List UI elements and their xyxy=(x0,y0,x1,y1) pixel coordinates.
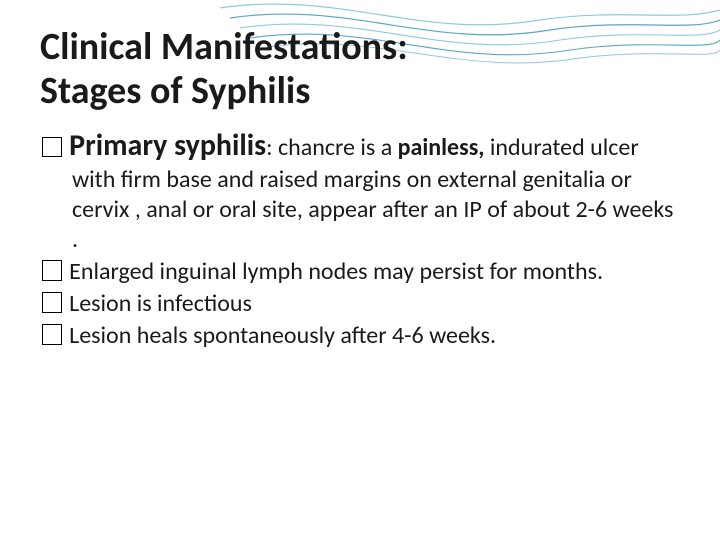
slide-container: Clinical Manifestations: Stages of Syphi… xyxy=(0,0,720,540)
bullet-4: Lesion heals spontaneously after 4-6 wee… xyxy=(42,321,680,351)
bullet-1-bold: painless, xyxy=(398,133,485,162)
bullet-marker-icon xyxy=(42,137,62,157)
bullet-1-lead: Primary syphilis xyxy=(69,127,266,164)
bullet-3: Lesion is infectious xyxy=(42,289,680,319)
body-content: Primary syphilis: chancre is a painless,… xyxy=(40,127,680,351)
bullet-4-text: Lesion heals spontaneously after 4-6 wee… xyxy=(69,321,496,350)
bullet-3-text: Lesion is infectious xyxy=(69,289,252,318)
bullet-2: Enlarged inguinal lymph nodes may persis… xyxy=(42,257,680,287)
title-line-1: Clinical Manifestations: xyxy=(40,24,408,70)
slide-title: Clinical Manifestations: Stages of Syphi… xyxy=(40,26,680,113)
bullet-marker-icon xyxy=(42,260,62,280)
bullet-marker-icon xyxy=(42,324,62,344)
title-line-2: Stages of Syphilis xyxy=(40,68,310,114)
bullet-2-text: Enlarged inguinal lymph nodes may persis… xyxy=(69,257,603,286)
bullet-marker-icon xyxy=(42,292,62,312)
bullet-1: Primary syphilis: chancre is a painless,… xyxy=(42,127,680,255)
bullet-1-after-lead: : chancre is a xyxy=(266,133,398,162)
